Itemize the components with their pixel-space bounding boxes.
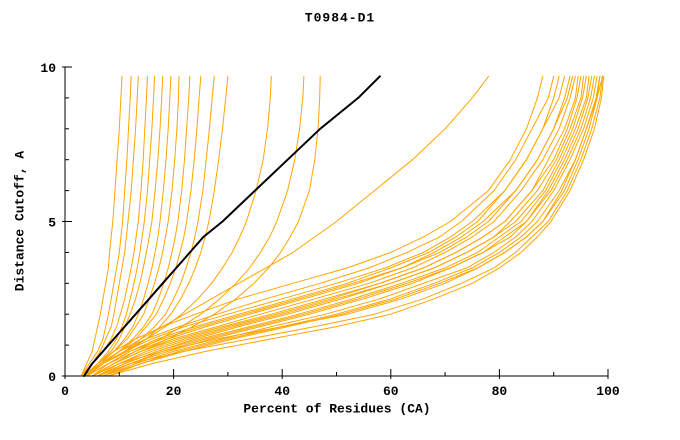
x-tick-label: 60 [383, 384, 399, 399]
x-axis-label: Percent of Residues (CA) [243, 401, 431, 417]
chart-title: T0984-D1 [304, 10, 376, 26]
x-tick-label: 0 [61, 384, 69, 399]
x-tick-label: 40 [274, 384, 290, 399]
y-axis-label: Distance Cutoff, A [12, 150, 28, 292]
y-tick-label: 10 [40, 61, 56, 76]
x-tick-label: 100 [596, 384, 620, 399]
y-tick-label: 0 [48, 370, 56, 385]
y-tick-label: 5 [48, 216, 56, 231]
x-tick-label: 80 [492, 384, 508, 399]
x-tick-label: 20 [166, 384, 182, 399]
